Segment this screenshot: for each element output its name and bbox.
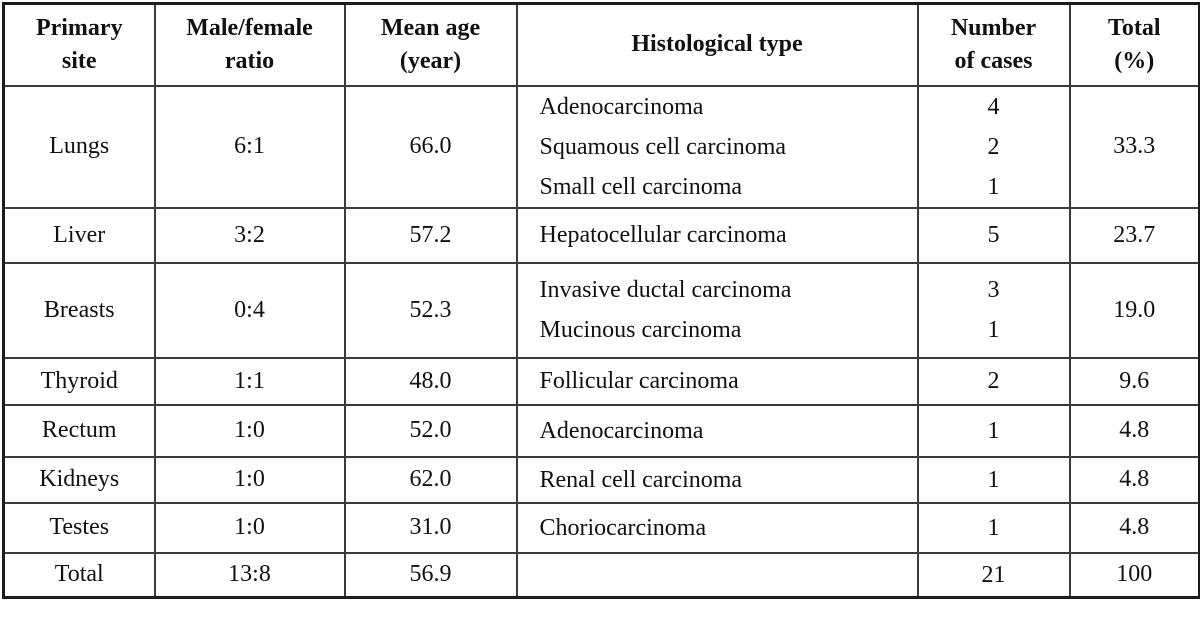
- cell-ratio: 1:1: [153, 356, 346, 406]
- cell-primary-site: Breasts: [2, 261, 156, 359]
- header-number-of-cases: Number of cases: [916, 2, 1071, 87]
- cell-cases: 1: [916, 455, 1071, 504]
- cell-cases: 3 1: [916, 261, 1071, 359]
- cases-line: 21: [981, 561, 1006, 588]
- cell-primary-site: Testes: [2, 501, 156, 554]
- histology-line: Hepatocellular carcinoma: [539, 222, 787, 248]
- cell-mean-age: 52.3: [343, 261, 518, 359]
- cases-line: 1: [987, 514, 1000, 541]
- header-line: of cases: [954, 47, 1033, 74]
- cell-ratio: 3:2: [153, 206, 346, 264]
- cell-total-percent: 4.8: [1068, 403, 1200, 458]
- cell-ratio: 13:8: [153, 551, 346, 599]
- header-primary-site: Primary site: [2, 2, 156, 87]
- cell-ratio: 1:0: [153, 403, 346, 458]
- cell-primary-site: Total: [2, 551, 156, 599]
- histology-line: Small cell carcinoma: [539, 173, 743, 200]
- cases-line: 2: [987, 133, 1000, 160]
- cell-total-percent: 4.8: [1068, 455, 1200, 504]
- histology-line: Adenocarcinoma: [539, 93, 704, 120]
- table-row-rectum: Rectum 1:0 52.0 Adenocarcinoma 1 4.8: [2, 403, 1200, 458]
- header-line: Number: [950, 14, 1037, 41]
- cases-line: 1: [987, 417, 1000, 444]
- header-line: Histological type: [631, 31, 803, 58]
- header-line: Primary: [35, 14, 123, 41]
- histology-line: Choriocarcinoma: [539, 514, 707, 541]
- cell-histology: [515, 551, 919, 599]
- histology-line: Renal cell carcinoma: [539, 466, 743, 493]
- cell-total-percent: 23.7: [1068, 206, 1200, 264]
- primary-site-histology-table: Primary site Male/female ratio Mean age …: [2, 2, 1200, 599]
- cell-primary-site: Lungs: [2, 84, 156, 209]
- cell-histology: Adenocarcinoma Squamous cell carcinoma S…: [515, 84, 919, 209]
- cases-line: 1: [987, 173, 1000, 200]
- header-male-female-ratio: Male/female ratio: [153, 2, 346, 87]
- cell-mean-age: 57.2: [343, 206, 518, 264]
- histology-line: Adenocarcinoma: [539, 417, 704, 444]
- cell-total-percent: 4.8: [1068, 501, 1200, 554]
- cell-cases: 2: [916, 356, 1071, 406]
- cell-cases: 1: [916, 403, 1071, 458]
- histology-line: Squamous cell carcinoma: [539, 133, 787, 160]
- header-line: Total: [1108, 14, 1161, 41]
- table-row-breasts: Breasts 0:4 52.3 Invasive ductal carcino…: [2, 261, 1200, 359]
- cell-ratio: 1:0: [153, 501, 346, 554]
- cell-total-percent: 100: [1068, 551, 1200, 599]
- header-total-percent: Total (%): [1068, 2, 1200, 87]
- header-row: Primary site Male/female ratio Mean age …: [2, 2, 1200, 87]
- cell-primary-site: Liver: [2, 206, 156, 264]
- header-line: Male/female: [186, 14, 313, 41]
- cell-ratio: 0:4: [153, 261, 346, 359]
- header-line: (%): [1114, 47, 1155, 74]
- cell-primary-site: Kidneys: [2, 455, 156, 504]
- cell-histology: Hepatocellular carcinoma: [515, 206, 919, 264]
- cell-mean-age: 52.0: [343, 403, 518, 458]
- cell-histology: Renal cell carcinoma: [515, 455, 919, 504]
- cases-line: 2: [987, 368, 1000, 394]
- table-row-testes: Testes 1:0 31.0 Choriocarcinoma 1 4.8: [2, 501, 1200, 554]
- header-mean-age: Mean age (year): [343, 2, 518, 87]
- header-line: ratio: [224, 47, 275, 74]
- table-row-lungs: Lungs 6:1 66.0 Adenocarcinoma Squamous c…: [2, 84, 1200, 209]
- header-line: Mean age: [380, 14, 481, 41]
- cell-histology: Invasive ductal carcinoma Mucinous carci…: [515, 261, 919, 359]
- cell-total-percent: 9.6: [1068, 356, 1200, 406]
- header-histological-type: Histological type: [515, 2, 919, 87]
- cases-line: 3: [987, 277, 1000, 303]
- cell-histology: Choriocarcinoma: [515, 501, 919, 554]
- cell-mean-age: 31.0: [343, 501, 518, 554]
- cell-histology: Adenocarcinoma: [515, 403, 919, 458]
- cell-cases: 21: [916, 551, 1071, 599]
- cell-total-percent: 33.3: [1068, 84, 1200, 209]
- table-row-thyroid: Thyroid 1:1 48.0 Follicular carcinoma 2 …: [2, 356, 1200, 406]
- cell-primary-site: Thyroid: [2, 356, 156, 406]
- table-row-liver: Liver 3:2 57.2 Hepatocellular carcinoma …: [2, 206, 1200, 264]
- cell-primary-site: Rectum: [2, 403, 156, 458]
- cell-mean-age: 62.0: [343, 455, 518, 504]
- cell-cases: 5: [916, 206, 1071, 264]
- cases-line: 4: [987, 93, 1000, 120]
- header-line: (year): [399, 47, 462, 74]
- histology-line: Follicular carcinoma: [539, 368, 739, 394]
- cell-mean-age: 56.9: [343, 551, 518, 599]
- cell-cases: 1: [916, 501, 1071, 554]
- cell-mean-age: 48.0: [343, 356, 518, 406]
- cell-total-percent: 19.0: [1068, 261, 1200, 359]
- table-row-kidneys: Kidneys 1:0 62.0 Renal cell carcinoma 1 …: [2, 455, 1200, 504]
- cell-ratio: 1:0: [153, 455, 346, 504]
- table-row-total: Total 13:8 56.9 21 100: [2, 551, 1200, 599]
- cases-line: 5: [987, 222, 1000, 248]
- cell-ratio: 6:1: [153, 84, 346, 209]
- cases-line: 1: [987, 317, 1000, 343]
- cell-histology: Follicular carcinoma: [515, 356, 919, 406]
- cases-line: 1: [987, 466, 1000, 493]
- histology-line: Mucinous carcinoma: [539, 317, 742, 343]
- cell-cases: 4 2 1: [916, 84, 1071, 209]
- cell-mean-age: 66.0: [343, 84, 518, 209]
- histology-line: Invasive ductal carcinoma: [539, 277, 792, 303]
- header-line: site: [61, 47, 97, 74]
